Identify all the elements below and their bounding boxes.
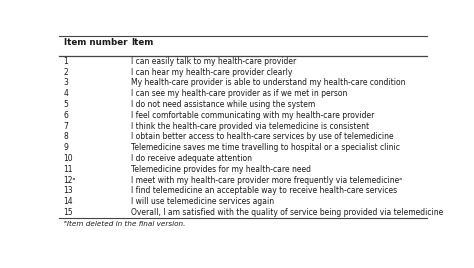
Text: Telemedicine provides for my health-care need: Telemedicine provides for my health-care… bbox=[131, 165, 311, 174]
Text: 15: 15 bbox=[64, 208, 73, 217]
Text: I can see my health-care provider as if we met in person: I can see my health-care provider as if … bbox=[131, 89, 347, 98]
Text: 12ᵃ: 12ᵃ bbox=[64, 176, 76, 185]
Text: 1: 1 bbox=[64, 57, 68, 66]
Text: I do not need assistance while using the system: I do not need assistance while using the… bbox=[131, 100, 315, 109]
Text: 6: 6 bbox=[64, 111, 69, 120]
Text: 14: 14 bbox=[64, 197, 73, 206]
Text: My health-care provider is able to understand my health-care condition: My health-care provider is able to under… bbox=[131, 79, 405, 87]
Text: 8: 8 bbox=[64, 132, 68, 142]
Text: I do receive adequate attention: I do receive adequate attention bbox=[131, 154, 252, 163]
Text: I will use telemedicine services again: I will use telemedicine services again bbox=[131, 197, 274, 206]
Text: Item: Item bbox=[131, 38, 153, 47]
Text: Item number: Item number bbox=[64, 38, 127, 47]
Text: 11: 11 bbox=[64, 165, 73, 174]
Text: I think the health-care provided via telemedicine is consistent: I think the health-care provided via tel… bbox=[131, 122, 369, 131]
Text: Telemedicine saves me time travelling to hospital or a specialist clinic: Telemedicine saves me time travelling to… bbox=[131, 143, 400, 152]
Text: Overall, I am satisfied with the quality of service being provided via telemedic: Overall, I am satisfied with the quality… bbox=[131, 208, 443, 217]
Text: 3: 3 bbox=[64, 79, 69, 87]
Text: 7: 7 bbox=[64, 122, 69, 131]
Text: I feel comfortable communicating with my health-care provider: I feel comfortable communicating with my… bbox=[131, 111, 374, 120]
Text: 5: 5 bbox=[64, 100, 69, 109]
Text: I meet with my health-care provider more frequently via telemedicineᵃ: I meet with my health-care provider more… bbox=[131, 176, 402, 185]
Text: I find telemedicine an acceptable way to receive health-care services: I find telemedicine an acceptable way to… bbox=[131, 186, 397, 195]
Text: 4: 4 bbox=[64, 89, 69, 98]
Text: 9: 9 bbox=[64, 143, 69, 152]
Text: ᵃItem deleted in the final version.: ᵃItem deleted in the final version. bbox=[64, 221, 185, 227]
Text: I can easily talk to my health-care provider: I can easily talk to my health-care prov… bbox=[131, 57, 296, 66]
Text: 10: 10 bbox=[64, 154, 73, 163]
Text: I obtain better access to health-care services by use of telemedicine: I obtain better access to health-care se… bbox=[131, 132, 393, 142]
Text: 13: 13 bbox=[64, 186, 73, 195]
Text: 2: 2 bbox=[64, 68, 68, 77]
Text: I can hear my health-care provider clearly: I can hear my health-care provider clear… bbox=[131, 68, 292, 77]
